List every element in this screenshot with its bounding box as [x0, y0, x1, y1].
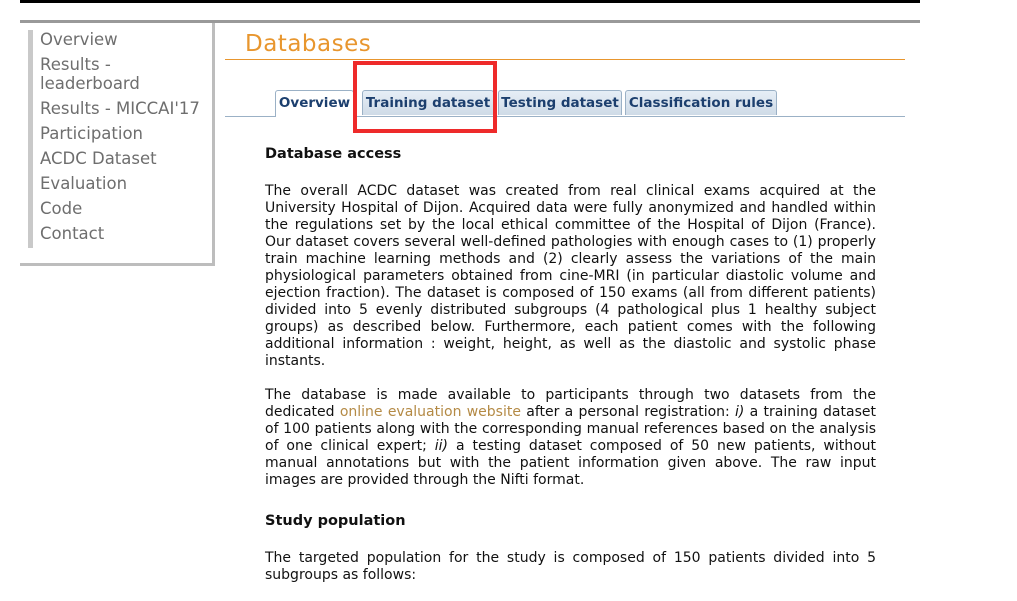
tab-classification-rules[interactable]: Classification rules [625, 90, 777, 115]
page-title: Databases [245, 31, 372, 57]
sidebar: Overview Results - leaderboard Results -… [20, 23, 215, 266]
sidebar-item-evaluation[interactable]: Evaluation [40, 174, 128, 193]
sidebar-item-acdc-dataset[interactable]: ACDC Dataset [40, 149, 157, 168]
sidebar-item-results-miccai17[interactable]: Results - MICCAI'17 [40, 99, 200, 118]
paragraph-text: a testing dataset composed of 50 new pat… [265, 438, 876, 488]
tab-testing-dataset[interactable]: Testing dataset [498, 90, 622, 115]
section-heading-study-population: Study population [265, 513, 406, 529]
sidebar-item-overview[interactable]: Overview [40, 30, 118, 49]
online-evaluation-link[interactable]: online evaluation website [339, 404, 521, 420]
paragraph-text: a training dataset of 100 patients along… [265, 404, 876, 454]
top-border [20, 0, 920, 3]
tab-overview[interactable]: Overview [275, 90, 354, 117]
paragraph-study-population: The targeted population for the study is… [265, 550, 876, 583]
paragraph-database-availability: The database is made available to partic… [265, 387, 876, 489]
paragraph-dataset-description: The overall ACDC dataset was created fro… [265, 183, 876, 369]
sidebar-item-results-leaderboard[interactable]: Results - leaderboard [40, 55, 140, 93]
tab-training-dataset[interactable]: Training dataset [362, 90, 494, 115]
sidebar-item-participation[interactable]: Participation [40, 124, 144, 143]
paragraph-text: The database is made available to partic… [265, 387, 876, 420]
tabs-baseline [225, 116, 905, 117]
sidebar-item-contact[interactable]: Contact [40, 224, 105, 243]
sidebar-menu: Overview Results - leaderboard Results -… [28, 30, 213, 248]
title-underline [225, 59, 905, 60]
paragraph-text: after a personal registration: [520, 404, 736, 420]
sidebar-item-code[interactable]: Code [40, 199, 83, 218]
list-marker: i) [735, 404, 745, 420]
main-content: Database access The overall ACDC dataset… [265, 146, 876, 601]
section-heading-database-access: Database access [265, 146, 402, 162]
header-divider [20, 20, 920, 23]
list-marker: ii) [434, 438, 449, 454]
